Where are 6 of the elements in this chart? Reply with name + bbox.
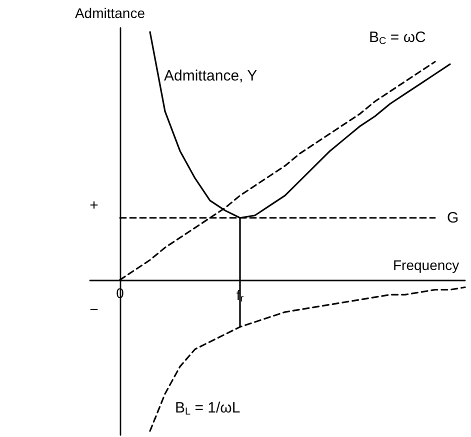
annotation: − xyxy=(90,302,99,319)
annotation: + xyxy=(90,196,99,214)
y-axis-title: Admittance xyxy=(74,5,146,21)
series-label: G xyxy=(447,209,459,226)
series-label: Admittance, Y xyxy=(164,67,258,84)
x-axis-title: Frequency xyxy=(393,256,460,273)
